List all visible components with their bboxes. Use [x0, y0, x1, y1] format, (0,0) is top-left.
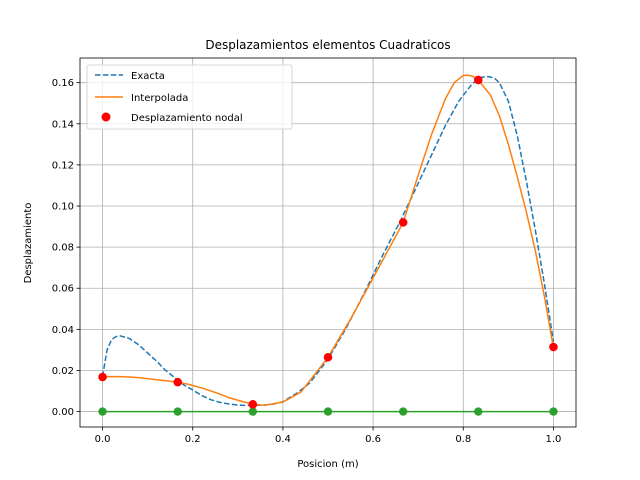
series-layer: [98, 74, 558, 416]
data-point-baseline: [549, 407, 558, 416]
data-point-desplazamiento-nodal-top: [248, 400, 258, 409]
data-point-baseline: [323, 407, 333, 416]
data-point-desplazamiento-nodal-top: [98, 372, 107, 382]
x-tick-label: 0.6: [365, 434, 381, 445]
data-point-baseline: [248, 407, 258, 416]
y-tick-label: 0.06: [52, 284, 74, 295]
legend-handle-desplazamiento-nodal: [101, 112, 111, 122]
x-tick-label: 1.0: [546, 434, 562, 445]
data-point-baseline: [173, 407, 182, 416]
y-tick-label: 0.16: [52, 78, 74, 89]
y-tick-label: 0.00: [52, 407, 74, 418]
data-point-baseline: [98, 407, 107, 416]
x-tick-label: 0.4: [275, 434, 291, 445]
y-axis-label: Desplazamiento: [23, 203, 34, 284]
data-point-desplazamiento-nodal-top: [173, 377, 182, 387]
ticks: 0.0 0.2 0.4 0.6 0.8 1.0 0.00 0.02 0.04 0.06 0.08 0.…: [52, 78, 562, 445]
data-point-desplazamiento-nodal-top: [398, 218, 408, 227]
chart-title: Desplazamientos elementos Cuadraticos: [205, 38, 450, 52]
x-tick-label: 0.8: [455, 434, 471, 445]
legend-label-desplazamiento-nodal: Desplazamiento nodal: [131, 113, 243, 124]
data-point-baseline: [398, 407, 408, 416]
data-point-desplazamiento-nodal-top: [474, 75, 483, 85]
plot-frame: [79, 57, 577, 428]
data-point-desplazamiento-nodal-top: [549, 342, 558, 352]
y-tick-label: 0.08: [52, 243, 74, 254]
data-point-desplazamiento-nodal-top: [323, 353, 333, 362]
data-point-baseline: [474, 407, 483, 416]
y-tick-label: 0.10: [52, 202, 74, 213]
y-tick-label: 0.02: [52, 366, 74, 377]
y-tick-label: 0.04: [52, 325, 74, 336]
legend-label-exacta: Exacta: [131, 71, 165, 82]
x-tick-label: 0.2: [185, 434, 201, 445]
legend-box: [86, 64, 293, 130]
x-axis-label: Posicion (m): [297, 459, 358, 470]
x-tick-label: 0.0: [95, 434, 111, 445]
legend: Exacta Interpolada Desplazamiento nodal: [86, 64, 293, 130]
legend-label-interpolada: Interpolada: [131, 93, 188, 104]
y-tick-label: 0.14: [52, 119, 74, 130]
y-tick-label: 0.12: [52, 160, 74, 171]
series-line-interpolada: [102, 74, 555, 406]
